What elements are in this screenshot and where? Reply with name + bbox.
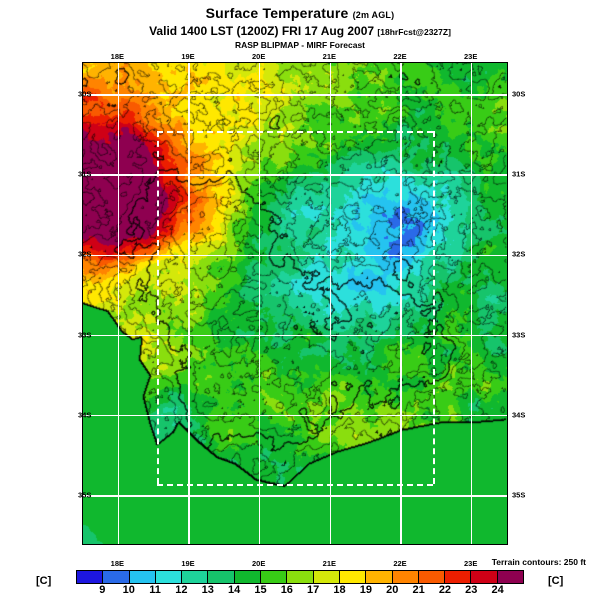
- colorbar-swatch: [129, 571, 156, 583]
- longitude-gridline: [258, 63, 261, 544]
- longitude-gridline: [329, 63, 332, 544]
- colorbar-unit-right: [C]: [548, 575, 564, 587]
- colorbar-tick-label: 22: [438, 584, 452, 596]
- lon-tick-label-bottom: 18E: [110, 559, 125, 568]
- colorbar-swatch: [103, 571, 130, 583]
- latitude-gridline: [83, 495, 507, 497]
- colorbar-tick-label: 16: [280, 584, 293, 596]
- domain-edge-left: [157, 131, 160, 484]
- lon-tick-label-bottom: 23E: [463, 559, 478, 568]
- colorbar-tick-label: 17: [307, 584, 320, 596]
- lat-tick-label-left: 32S: [78, 249, 92, 259]
- temperature-field-canvas: [83, 63, 507, 544]
- lat-tick-label-left: 33S: [78, 330, 92, 340]
- page-title-suffix: (2m AGL): [352, 10, 395, 20]
- colorbar-swatch: [261, 571, 288, 583]
- page-title: Surface Temperature (2m AGL): [0, 6, 600, 23]
- latitude-gridline: [83, 334, 507, 337]
- colorbar-tick-label: 24: [491, 584, 504, 596]
- lat-tick-label-left: 30S: [78, 89, 92, 99]
- lon-tick-label-top: 23E: [463, 52, 478, 61]
- lon-tick-label-top: 19E: [181, 52, 195, 61]
- colorbar-tick-label: 15: [254, 584, 267, 596]
- lon-tick-label-top: 21E: [322, 52, 337, 61]
- latitude-gridline: [83, 174, 507, 176]
- map-frame[interactable]: [82, 62, 508, 545]
- colorbar-tick-label: 10: [122, 584, 135, 596]
- lon-tick-label-top: 20E: [251, 52, 266, 61]
- terrain-contour-note: Terrain contours: 250 ft: [491, 557, 586, 567]
- page-title-main: Surface Temperature: [205, 5, 349, 21]
- valid-time-line: Valid 1400 LST (1200Z) FRI 17 Aug 2007 […: [0, 24, 600, 39]
- longitude-gridline: [188, 63, 190, 544]
- longitude-gridline: [470, 63, 473, 544]
- lat-tick-label-left: 35S: [78, 490, 92, 500]
- colorbar-tick-label: 13: [201, 584, 214, 596]
- domain-edge-bottom: [157, 483, 433, 486]
- colorbar-swatch: [313, 571, 340, 583]
- lon-tick-label-bottom: 21E: [322, 559, 337, 568]
- colorbar-tick-label: 19: [359, 584, 372, 596]
- lon-tick-label-top: 22E: [393, 52, 407, 61]
- colorbar-tick-label: 14: [227, 584, 241, 596]
- lat-tick-label-left: 31S: [78, 169, 92, 179]
- colorbar-tick-label: 21: [412, 584, 425, 596]
- longitude-gridline: [117, 63, 120, 544]
- latitude-gridline: [83, 414, 507, 417]
- lat-tick-label-right: 30S: [512, 89, 526, 99]
- lat-tick-label-left: 34S: [78, 410, 92, 420]
- lon-tick-label-bottom: 22E: [393, 559, 407, 568]
- colorbar-swatch: [155, 571, 183, 583]
- colorbar-tick-label: 20: [386, 584, 399, 596]
- colorbar-tick-label: 23: [465, 584, 478, 596]
- lat-tick-label-right: 31S: [512, 169, 526, 179]
- colorbar-swatch: [471, 571, 498, 583]
- lat-tick-label-right: 35S: [512, 490, 526, 500]
- lat-tick-label-right: 32S: [512, 249, 526, 259]
- colorbar-swatch: [418, 571, 446, 583]
- lon-tick-label-bottom: 20E: [251, 559, 266, 568]
- forecast-stamp: [18hrFcst@2327Z]: [377, 27, 451, 37]
- colorbar-swatch: [182, 571, 209, 583]
- model-source-line: RASP BLIPMAP - MIRF Forecast: [234, 40, 366, 50]
- latitude-gridline: [83, 254, 507, 257]
- colorbar-swatch: [366, 571, 393, 583]
- colorbar-swatch: [234, 571, 262, 583]
- domain-edge-top: [157, 131, 433, 134]
- colorbar-tick-label: 9: [99, 584, 106, 596]
- latitude-gridline: [83, 94, 507, 96]
- lon-tick-label-top: 18E: [110, 52, 125, 61]
- colorbar-swatch: [77, 571, 104, 583]
- colorbar-swatch: [497, 571, 524, 583]
- colorbar-ticks: 9 10 11 12 13 14 15 16 17 18 19 20 21 22 23 24: [76, 584, 524, 598]
- domain-edge-right: [432, 131, 435, 484]
- colorbar-swatch: [208, 571, 235, 583]
- colorbar-unit-left: [C]: [36, 575, 52, 587]
- colorbar[interactable]: [76, 570, 524, 584]
- colorbar-tick-label: 11: [149, 584, 161, 596]
- lon-tick-label-bottom: 19E: [181, 559, 195, 568]
- longitude-gridline: [400, 63, 402, 544]
- lat-tick-label-right: 33S: [512, 330, 526, 340]
- lat-tick-label-right: 34S: [512, 410, 526, 420]
- colorbar-swatch: [287, 571, 314, 583]
- title-block: Surface Temperature (2m AGL) Valid 1400 …: [0, 6, 600, 51]
- colorbar-swatch: [445, 571, 472, 583]
- colorbar-tick-label: 18: [333, 584, 346, 596]
- colorbar-swatch: [392, 571, 419, 583]
- colorbar-tick-label: 12: [175, 584, 188, 596]
- valid-time-text: Valid 1400 LST (1200Z) FRI 17 Aug 2007: [149, 24, 375, 38]
- colorbar-swatch: [339, 571, 367, 583]
